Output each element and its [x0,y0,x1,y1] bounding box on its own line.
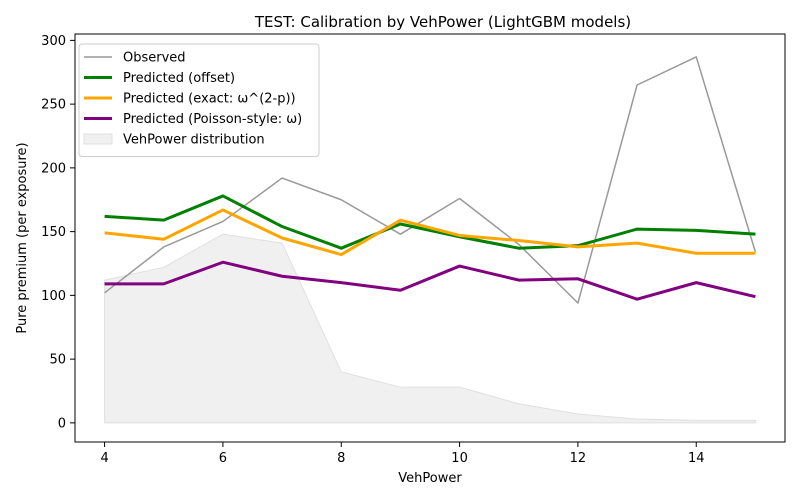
series-line-0 [104,56,757,304]
plot-layer [104,56,757,424]
plot-frame [74,33,786,443]
x-tick-label: 10 [451,451,468,466]
y-tick-label: 0 [58,416,66,431]
distribution-area [104,233,756,424]
legend-label-2: Predicted (exact: ω^(2-p)) [123,92,296,107]
x-tick-label: 8 [337,451,345,466]
y-axis: 0 50 100 150 200 250 300 [41,34,75,431]
legend-swatch-4 [83,133,113,145]
legend: Observed Predicted (offset) Predicted (exa… [78,43,320,157]
y-tick-label: 50 [49,353,66,368]
legend-label-1: Predicted (offset) [123,71,235,86]
y-axis-label: Pure premium (per exposure) [15,142,30,333]
y-tick-label: 200 [41,161,66,176]
series-line-2 [104,208,756,257]
y-tick-label: 250 [41,98,66,113]
x-axis-label: VehPower [398,471,462,486]
y-tick-label: 300 [41,34,66,49]
legend-label-0: Observed [123,51,186,66]
legend-box [78,43,320,157]
x-tick-label: 12 [570,451,587,466]
x-tick-label: 14 [688,451,705,466]
y-tick-label: 100 [41,289,66,304]
legend-label-4: VehPower distribution [123,133,265,148]
chart-title: TEST: Calibration by VehPower (LightGBM … [254,13,631,31]
legend-label-3: Predicted (Poisson-style: ω) [123,112,302,127]
series-line-1 [104,194,756,250]
x-axis: 4 6 8 10 12 14 [100,442,705,466]
x-tick-label: 6 [219,451,227,466]
y-tick-label: 150 [41,225,66,240]
x-tick-label: 4 [100,451,108,466]
series-line-3 [104,260,756,301]
